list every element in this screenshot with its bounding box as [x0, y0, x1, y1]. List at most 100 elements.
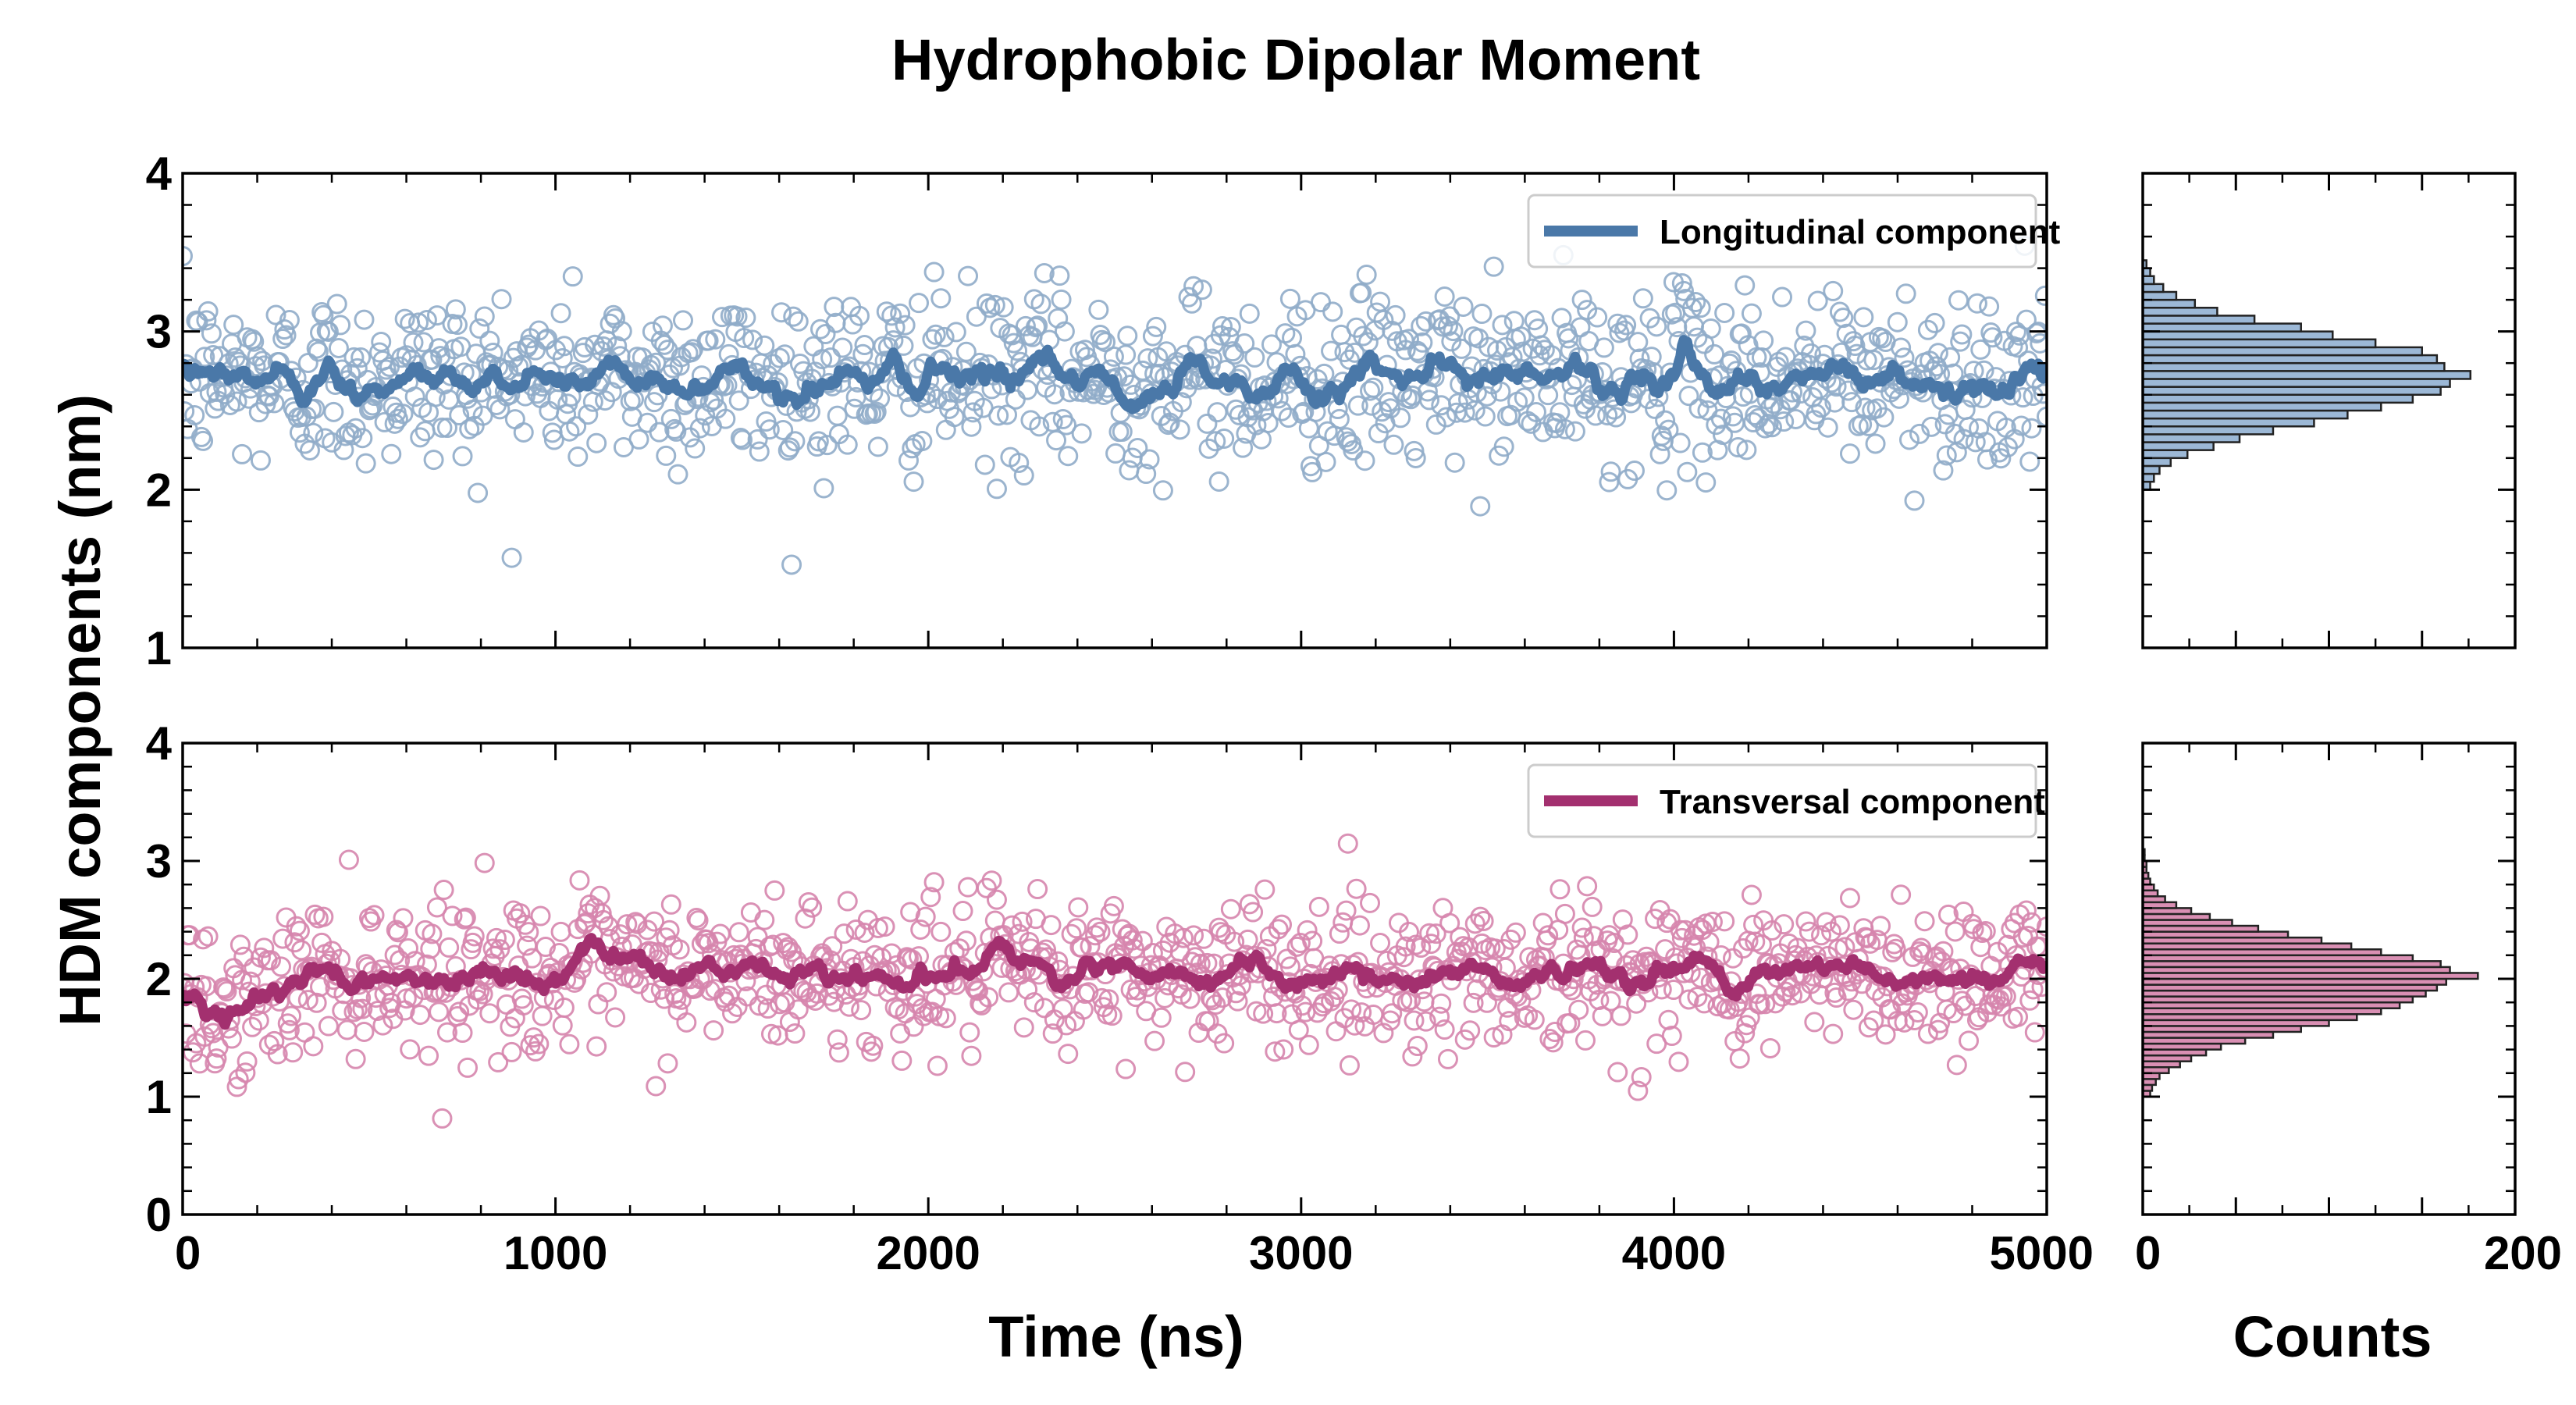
x-tick-label: 2000	[876, 1227, 980, 1279]
data-point	[1607, 313, 1628, 334]
histogram-bar	[2141, 275, 2155, 286]
x-axis-title-counts: Counts	[2233, 1304, 2432, 1369]
data-point	[1254, 879, 1276, 900]
data-point	[1071, 423, 1092, 444]
data-point	[754, 335, 775, 356]
data-point	[1204, 953, 1225, 974]
data-point	[657, 1053, 678, 1074]
data-point	[715, 408, 736, 429]
data-point	[1699, 931, 1720, 952]
data-point	[1279, 288, 1300, 309]
data-point	[1046, 430, 1067, 451]
data-point	[1826, 987, 1847, 1008]
data-point	[330, 315, 351, 336]
data-point	[1407, 1036, 1428, 1057]
data-point	[659, 919, 680, 941]
data-point	[1626, 993, 1647, 1014]
data-point	[387, 922, 408, 943]
data-point	[279, 1019, 300, 1040]
data-point	[1272, 914, 1293, 935]
data-point	[1383, 434, 1404, 455]
data-point	[1451, 338, 1472, 359]
data-point	[1142, 325, 1163, 347]
data-point	[449, 404, 470, 425]
data-point	[1658, 1009, 1679, 1030]
histogram-bar	[2141, 433, 2241, 443]
data-point	[1492, 315, 1513, 336]
data-point	[1714, 302, 1735, 323]
data-point	[1090, 921, 1111, 942]
data-point	[727, 306, 748, 327]
data-point	[1112, 422, 1133, 443]
data-point	[1811, 397, 1832, 418]
data-point	[1695, 472, 1717, 493]
data-point	[1025, 317, 1046, 338]
data-point	[387, 408, 408, 429]
data-point	[1337, 833, 1358, 854]
plot-area	[183, 833, 2047, 1129]
data-point	[1624, 461, 1645, 482]
data-point	[228, 1069, 249, 1090]
data-point	[1030, 293, 1051, 315]
data-point	[1354, 450, 1375, 471]
data-point	[1034, 262, 1055, 283]
data-point	[1441, 331, 1462, 352]
y-tick-label: 2	[146, 953, 172, 1005]
data-point	[1493, 436, 1514, 457]
data-point	[1329, 408, 1350, 429]
data-point	[1991, 448, 2012, 469]
data-point	[1558, 328, 1579, 349]
data-point	[1466, 979, 1487, 1000]
data-point	[338, 849, 359, 870]
data-point	[1027, 315, 1048, 336]
data-point	[1610, 1005, 1631, 1026]
data-point	[1415, 1011, 1436, 1032]
data-point	[297, 990, 318, 1011]
data-point	[400, 1039, 421, 1060]
data-point	[1095, 332, 1116, 353]
data-point	[1175, 1062, 1196, 1083]
data-point	[1976, 449, 1998, 470]
data-point	[457, 1057, 479, 1078]
data-point	[1542, 1032, 1564, 1053]
data-point	[644, 911, 665, 932]
data-point	[909, 293, 930, 314]
data-point	[1007, 340, 1028, 361]
data-point	[981, 379, 1002, 400]
data-point	[922, 329, 943, 350]
histogram-bar	[2141, 378, 2451, 388]
data-point	[1582, 896, 1603, 917]
data-point	[1574, 1030, 1596, 1051]
data-point	[1017, 979, 1038, 1000]
data-point	[352, 428, 373, 449]
histogram-bar	[2141, 425, 2275, 436]
data-point	[834, 923, 855, 944]
data-point	[410, 427, 431, 448]
figure-title: Hydrophobic Dipolar Moment	[891, 27, 1700, 92]
data-point	[1120, 374, 1141, 395]
data-point	[611, 321, 632, 342]
data-point	[732, 429, 753, 450]
data-point	[404, 386, 425, 407]
data-point	[891, 1050, 913, 1071]
data-point	[436, 418, 457, 439]
data-point	[1780, 390, 1801, 411]
data-point	[1243, 902, 1264, 923]
data-point	[1470, 906, 1491, 927]
data-point	[1470, 496, 1491, 517]
data-point	[1347, 395, 1368, 416]
histogram-bar	[2141, 307, 2218, 317]
data-point	[788, 999, 809, 1020]
data-point	[1656, 480, 1678, 501]
data-point	[1329, 923, 1350, 944]
data-point	[930, 921, 952, 942]
running-average-line	[183, 335, 2047, 414]
data-point	[1702, 912, 1723, 933]
data-point	[1314, 363, 1335, 384]
data-point	[1577, 300, 1598, 321]
data-point	[1205, 994, 1226, 1016]
data-point	[974, 454, 995, 475]
legend-label: Transversal component	[1660, 783, 2045, 821]
data-point	[1965, 432, 1986, 453]
data-point	[1302, 461, 1323, 482]
